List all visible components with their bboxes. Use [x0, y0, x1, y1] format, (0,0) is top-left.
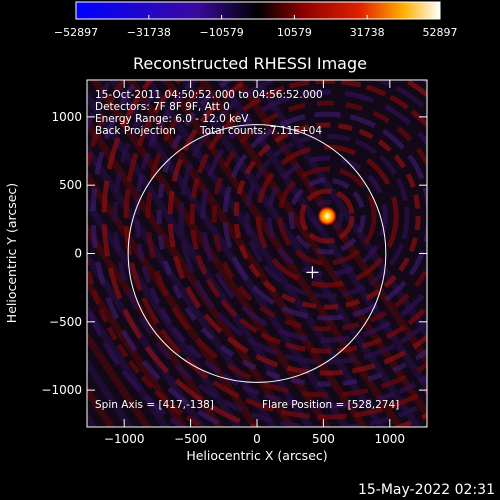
x-tick-label: −500 [174, 432, 207, 446]
plot-area [87, 80, 427, 427]
annotation-detectors: Detectors: 7F 8F 9F, Att 0 [95, 101, 230, 113]
y-tick-label: 1000 [51, 110, 82, 124]
spin-axis-marker [306, 266, 319, 279]
y-tick-label: −1000 [41, 383, 82, 397]
pattern-ring [123, 80, 427, 420]
annotation-method: Back Projection [95, 125, 176, 137]
pattern-band [87, 89, 314, 427]
annotation-energy-range: Energy Range: 6.0 - 12.0 keV [95, 113, 249, 125]
back-projection-pattern [87, 80, 427, 427]
pattern-ring [156, 80, 427, 387]
pattern-band [87, 330, 152, 427]
solar-limb [127, 124, 387, 383]
pattern-ring [112, 80, 427, 427]
flare-source [317, 206, 338, 227]
x-tick-label: 500 [312, 432, 335, 446]
flare-position-label: Flare Position = [528,274] [262, 399, 399, 411]
y-tick-label: 500 [59, 178, 82, 192]
pattern-band [108, 80, 350, 427]
axes: −1000 −500 0 500 1000 −1000 −500 0 500 1000 [41, 80, 427, 446]
pattern-band [87, 250, 206, 427]
pattern-band [87, 143, 278, 427]
colorbar-tick-label: 31738 [350, 26, 385, 39]
pattern-ring [277, 166, 377, 266]
colorbar [75, 1, 441, 20]
chart-title: Reconstructed RHESSI Image [133, 54, 367, 73]
pattern-ring [310, 199, 344, 233]
spin-axis-label: Spin Axis = [417,-138] [95, 399, 214, 411]
annotation-total-counts: Total counts: 7.11E+04 [199, 125, 322, 137]
pattern-ring [211, 100, 427, 332]
colorbar-tick-label: −52897 [54, 26, 98, 39]
pattern-ring [299, 188, 355, 244]
x-tick-label: −1000 [104, 432, 145, 446]
pattern-ring [266, 155, 388, 277]
pattern-band [87, 357, 134, 427]
pattern-ring [167, 80, 427, 376]
y-axis-label: Heliocentric Y (arcsec) [4, 183, 19, 323]
pattern-ring [200, 89, 427, 343]
colorbar-ticks: −52897 −31738 −10579 10579 31738 52897 [54, 15, 458, 39]
pattern-band [87, 196, 242, 427]
colorbar-tick-label: 52897 [423, 26, 458, 39]
timestamp: 15-May-2022 02:31 [358, 482, 495, 498]
pattern-ring [222, 111, 427, 321]
y-tick-label: −500 [49, 315, 82, 329]
pattern-ring [233, 122, 421, 310]
x-tick-label: 0 [253, 432, 261, 446]
pattern-ring [288, 177, 366, 255]
colorbar-tick-label: 10579 [277, 26, 312, 39]
pattern-band [87, 223, 224, 427]
x-tick-label: 1000 [375, 432, 406, 446]
annotation-time-range: 15-Oct-2011 04:50:52.000 to 04:56:52.000 [95, 89, 323, 101]
pattern-band [87, 276, 188, 427]
pattern-ring [244, 133, 410, 299]
pattern-ring [189, 80, 427, 354]
pattern-ring [255, 144, 399, 288]
colorbar-tick-label: −10579 [199, 26, 243, 39]
x-axis-label: Heliocentric X (arcsec) [186, 448, 327, 463]
pattern-ring [145, 80, 427, 398]
y-tick-label: 0 [74, 247, 82, 261]
colorbar-tick-label: −31738 [127, 26, 171, 39]
